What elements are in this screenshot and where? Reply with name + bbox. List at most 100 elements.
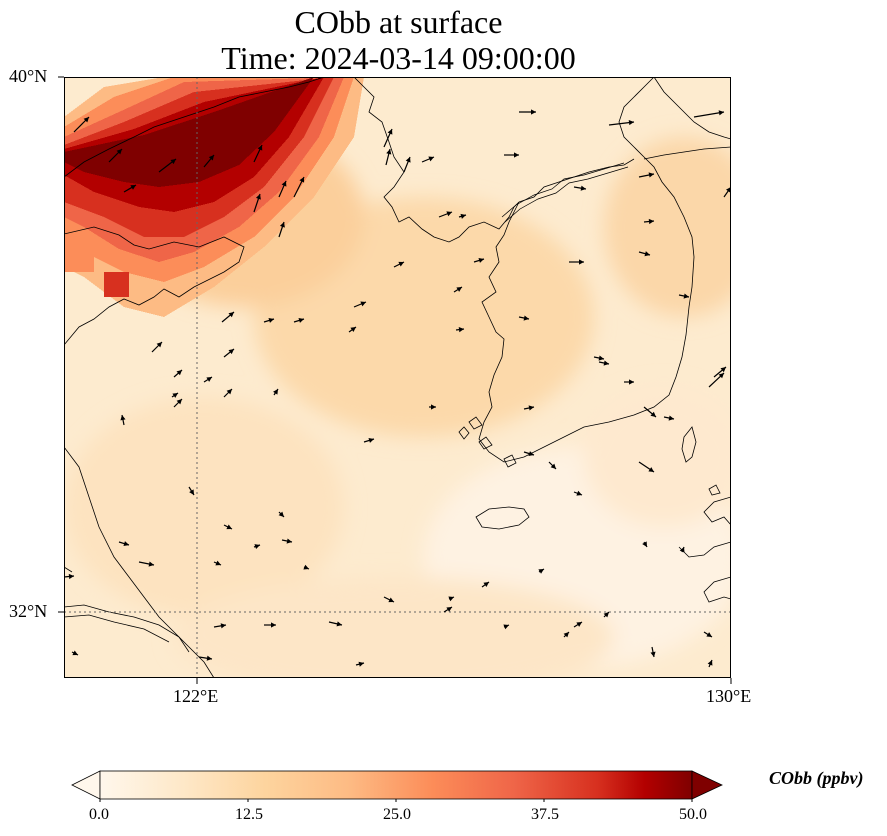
wind-arrow-head (336, 621, 342, 627)
wind-arrow-head (268, 317, 274, 323)
lat-label-32: 32°N (9, 601, 48, 621)
gridlines (64, 77, 731, 678)
wind-arrow-head (726, 187, 731, 193)
lon-label-130: 130°E (706, 686, 752, 706)
wind-arrow-head (176, 370, 182, 376)
wind-arrow-head (156, 342, 162, 348)
colorbar-tick-0: 0.0 (89, 806, 109, 823)
wind-arrow-head (176, 399, 182, 405)
wind-arrow-head (255, 194, 261, 200)
wind-arrow-head (642, 541, 647, 547)
wind-arrow-head (718, 373, 724, 379)
wind-arrow-head (528, 451, 534, 457)
wind-arrow-head (478, 257, 484, 263)
colorbar-tick-4: 50.0 (679, 806, 707, 823)
map-title: CObb at surface (294, 4, 503, 40)
wind-arrow-head (629, 379, 634, 385)
lon-label-122: 122°E (173, 686, 219, 706)
colorbar-tick-3: 37.5 (531, 806, 559, 823)
wind-arrow-head (206, 655, 212, 661)
wind-arrow-head (387, 129, 393, 135)
wind-arrow-head (668, 415, 674, 421)
wind-arrow-head (446, 211, 452, 217)
wind-arrow-head (172, 393, 178, 398)
wind-arrow-head (650, 411, 656, 417)
wind-arrow-head (220, 623, 226, 629)
wind-arrow-head (598, 355, 604, 361)
wind-arrow-head (579, 259, 584, 265)
wind-arrow-head (446, 607, 452, 612)
co-plume (64, 77, 364, 317)
colorbar-max-extend (691, 770, 723, 800)
wind-arrow-head (538, 569, 544, 574)
wind-arrow-head (388, 597, 394, 603)
wind-arrow-head (368, 437, 374, 443)
wind-arrow-head (458, 327, 464, 333)
wind-arrow-head (706, 632, 712, 637)
wind-arrow-head (170, 159, 176, 165)
wind-arrow-head (550, 463, 556, 469)
colorbar-gradient (99, 770, 693, 800)
wind-arrow-head (350, 327, 356, 333)
wind-arrow-head (679, 547, 685, 553)
wind-arrow-head (83, 117, 89, 123)
wind-vectors (64, 109, 731, 668)
wind-arrow (693, 111, 725, 118)
colorbar-tick-2: 25.0 (383, 806, 411, 823)
wind-arrow-head (580, 185, 586, 191)
wind-arrow-head (431, 404, 436, 410)
wind-arrow-head (650, 651, 656, 657)
wind-arrow-head (386, 149, 392, 155)
wind-arrow-head (116, 149, 122, 155)
map-panel (64, 77, 731, 678)
map-canvas (64, 77, 731, 678)
wind-arrow-head (271, 622, 276, 628)
wind-arrow-head (299, 177, 305, 183)
wind-arrow-head (68, 573, 74, 580)
wind-arrow-head (707, 660, 713, 666)
wind-arrow-head (278, 511, 284, 517)
wind-arrow-head (281, 181, 287, 187)
colorbar (71, 770, 723, 802)
map-time: Time: 2024-03-14 09:00:00 (221, 40, 576, 76)
wind-arrow-head (226, 389, 232, 395)
wind-arrow-head (718, 110, 724, 116)
wind-arrow-head (226, 524, 232, 530)
wind-arrow-head (206, 377, 212, 382)
wind-arrow-head (189, 489, 194, 495)
wind-arrow-head (648, 172, 654, 178)
wind-arrow-head (273, 389, 278, 395)
wind-arrow-head (448, 596, 454, 602)
wind-arrow-head (398, 261, 404, 267)
wind-arrow-head (603, 360, 609, 366)
wind-arrow-head (523, 315, 529, 321)
wind-arrow-head (460, 213, 466, 219)
wind-arrow-head (215, 560, 221, 566)
wind-arrow-head (563, 632, 569, 638)
wind-arrow-head (286, 538, 292, 544)
wind-arrow-head (130, 185, 136, 190)
wind-arrow-head (298, 317, 304, 323)
wind-arrow-head (720, 367, 726, 373)
wind-arrow-head (123, 541, 129, 547)
wind-arrow-head (208, 155, 214, 161)
wind-arrow-head (228, 349, 234, 355)
wind-arrow-head (644, 251, 650, 257)
wind-arrow-head (514, 152, 519, 158)
wind-arrow-head (531, 109, 536, 115)
map-frame (64, 77, 731, 678)
wind-arrow-head (257, 145, 263, 151)
wind-arrow-head (358, 661, 364, 667)
wind-arrow-head (628, 120, 634, 126)
coastlines (64, 77, 731, 678)
wind-arrow-head (603, 612, 609, 618)
colorbar-label: CObb (ppbv) (769, 768, 864, 788)
colorbar-min-extend (71, 770, 101, 800)
wind-arrow-head (279, 222, 285, 228)
lat-label-40: 40°N (9, 66, 48, 86)
wind-arrow-head (303, 564, 309, 570)
wind-arrow-head (254, 544, 260, 550)
colorbar-tick-1: 12.5 (235, 806, 263, 823)
wind-arrow-head (228, 312, 234, 318)
wind-arrow-head (683, 293, 689, 299)
